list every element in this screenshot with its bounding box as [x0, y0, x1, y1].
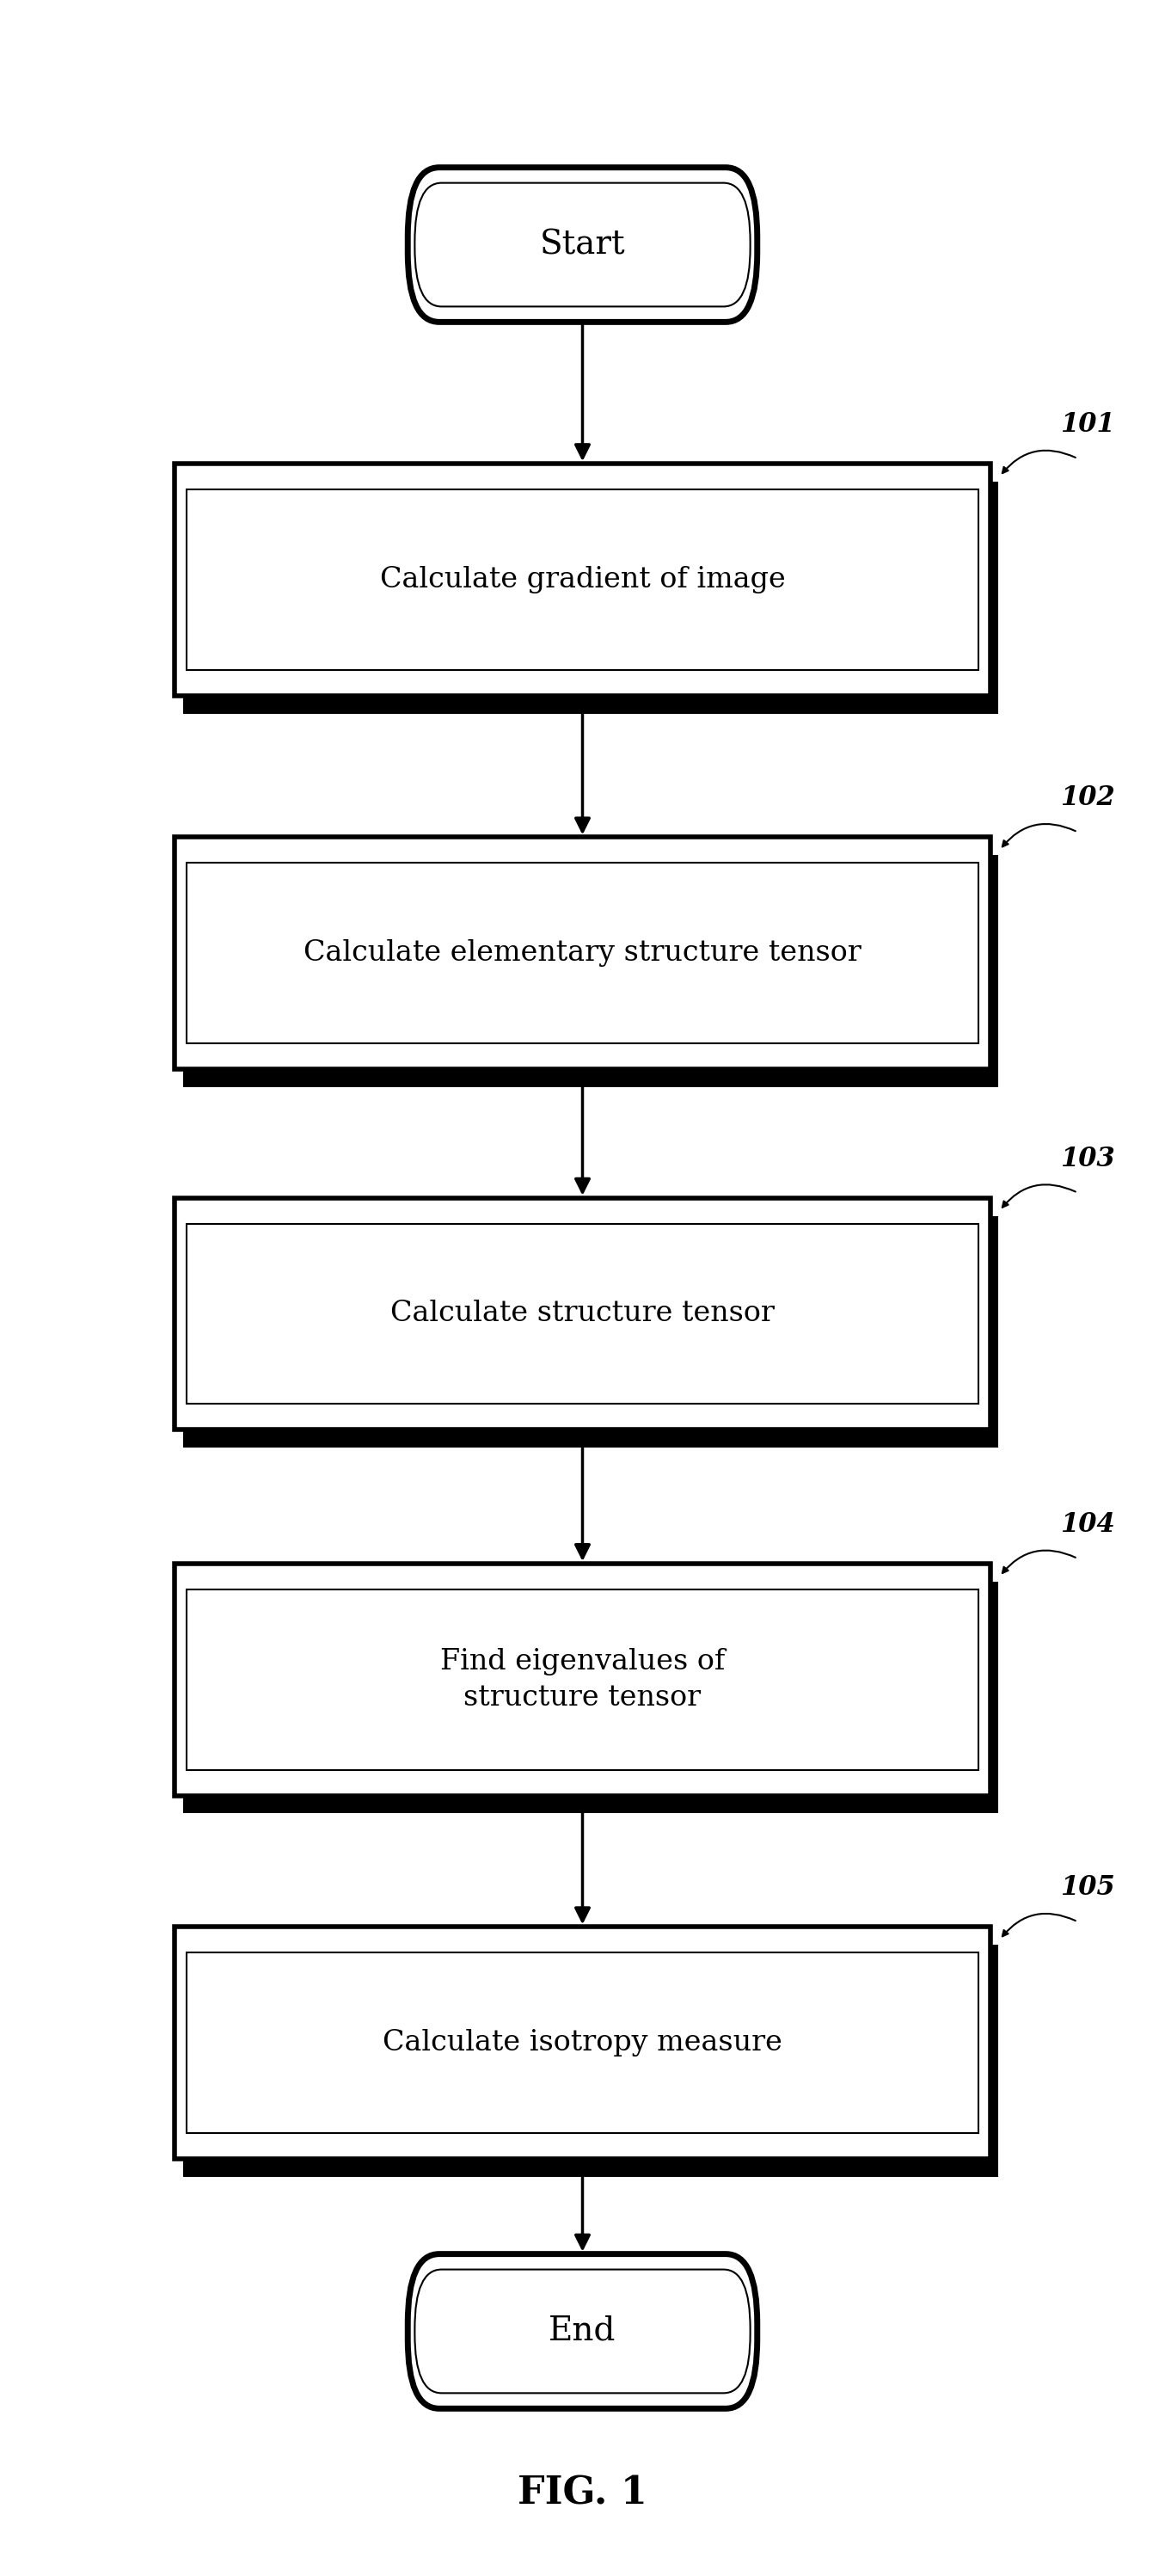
Text: Calculate elementary structure tensor: Calculate elementary structure tensor	[304, 940, 861, 966]
Bar	[183, 482, 998, 714]
Bar	[183, 855, 998, 1087]
Bar	[183, 1945, 998, 2177]
Bar	[183, 1582, 998, 1814]
Bar	[175, 464, 990, 696]
Text: 104: 104	[1060, 1512, 1115, 1538]
Bar	[186, 489, 979, 670]
Text: Find eigenvalues of
structure tensor: Find eigenvalues of structure tensor	[440, 1649, 725, 1710]
FancyBboxPatch shape	[415, 2269, 750, 2393]
Text: 101: 101	[1060, 412, 1115, 438]
Text: End: End	[549, 2316, 616, 2347]
Text: 102: 102	[1060, 786, 1115, 811]
Bar	[183, 1216, 998, 1448]
Bar	[175, 1564, 990, 1795]
Bar	[186, 1589, 979, 1770]
Text: Calculate gradient of image: Calculate gradient of image	[380, 567, 785, 592]
Text: FIG. 1: FIG. 1	[517, 2476, 648, 2512]
Text: Start: Start	[539, 229, 626, 260]
Bar	[186, 863, 979, 1043]
Bar	[186, 1224, 979, 1404]
Bar	[175, 837, 990, 1069]
Text: 103: 103	[1060, 1146, 1115, 1172]
Bar	[175, 1198, 990, 1430]
Text: Calculate isotropy measure: Calculate isotropy measure	[382, 2030, 783, 2056]
FancyBboxPatch shape	[415, 183, 750, 307]
FancyBboxPatch shape	[408, 2254, 757, 2409]
Text: Calculate structure tensor: Calculate structure tensor	[390, 1301, 775, 1327]
Bar	[175, 1927, 990, 2159]
Bar	[186, 1953, 979, 2133]
FancyBboxPatch shape	[408, 167, 757, 322]
Text: 105: 105	[1060, 1875, 1115, 1901]
